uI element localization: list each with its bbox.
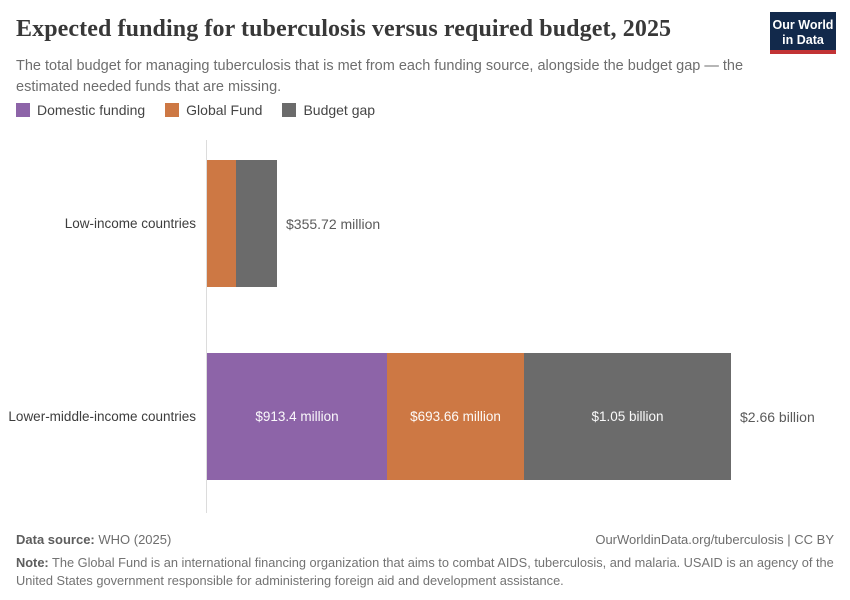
legend-label: Global Fund bbox=[186, 102, 263, 118]
legend-item: Global Fund bbox=[165, 102, 262, 118]
legend-label: Domestic funding bbox=[37, 102, 146, 118]
segment-value-label: $1.05 billion bbox=[591, 409, 664, 424]
legend-swatch-icon bbox=[16, 103, 30, 117]
segment-value-label: $693.66 million bbox=[410, 409, 501, 424]
chart-subtitle: The total budget for managing tuberculos… bbox=[16, 58, 744, 96]
legend-item: Budget gap bbox=[282, 102, 375, 118]
page-title: Expected funding for tuberculosis versus… bbox=[16, 16, 672, 42]
owid-logo-stripe bbox=[770, 50, 836, 54]
bar-segment: $1.05 billion bbox=[524, 353, 731, 480]
bar-segment bbox=[207, 160, 236, 287]
bar-segment: $913.4 million bbox=[207, 353, 387, 480]
owid-logo-line2: in Data bbox=[782, 33, 824, 47]
y-axis-line bbox=[206, 140, 207, 513]
owid-logo[interactable]: Our World in Data bbox=[770, 12, 836, 54]
legend-swatch-icon bbox=[165, 103, 180, 117]
source-row: Data source: WHO (2025) OurWorldinData.o… bbox=[16, 532, 834, 547]
legend-swatch-icon bbox=[282, 103, 297, 117]
bar-stack: $913.4 million $693.66 million $1.05 billi… bbox=[207, 353, 731, 480]
owid-license-link[interactable]: OurWorldinData.org/tuberculosis | CC BY bbox=[595, 531, 834, 547]
bar-stack bbox=[207, 160, 277, 287]
stacked-bar-chart: Low-income countries $355.72 million Lower… bbox=[0, 140, 850, 513]
chart-note: Note: The Global Fund is an internationa… bbox=[16, 554, 834, 590]
data-source: Data source: WHO (2025) bbox=[16, 532, 171, 547]
total-value-label: $355.72 million bbox=[286, 215, 381, 232]
segment-value-label: $913.4 million bbox=[255, 409, 339, 424]
data-source-label: Data source: bbox=[16, 531, 95, 547]
chart-footer: Data source: WHO (2025) OurWorldinData.o… bbox=[16, 532, 834, 590]
data-source-value: WHO (2025) bbox=[94, 531, 172, 547]
note-label: Note: bbox=[16, 554, 49, 570]
bar-segment bbox=[236, 160, 277, 287]
bar-segment: $693.66 million bbox=[387, 353, 524, 480]
category-label: Low-income countries bbox=[64, 216, 196, 231]
chart-row: Low-income countries $355.72 million bbox=[0, 160, 850, 287]
legend: Domestic funding Global Fund Budget gap bbox=[16, 102, 375, 118]
category-label: Lower-middle-income countries bbox=[8, 409, 196, 424]
chart-row: Lower-middle-income countries $913.4 mill… bbox=[0, 353, 850, 480]
note-value: The Global Fund is an international fina… bbox=[16, 554, 834, 588]
owid-logo-line1: Our World bbox=[772, 18, 834, 32]
legend-label: Budget gap bbox=[303, 102, 376, 118]
legend-item: Domestic funding bbox=[16, 102, 145, 118]
total-value-label: $2.66 billion bbox=[740, 408, 815, 425]
